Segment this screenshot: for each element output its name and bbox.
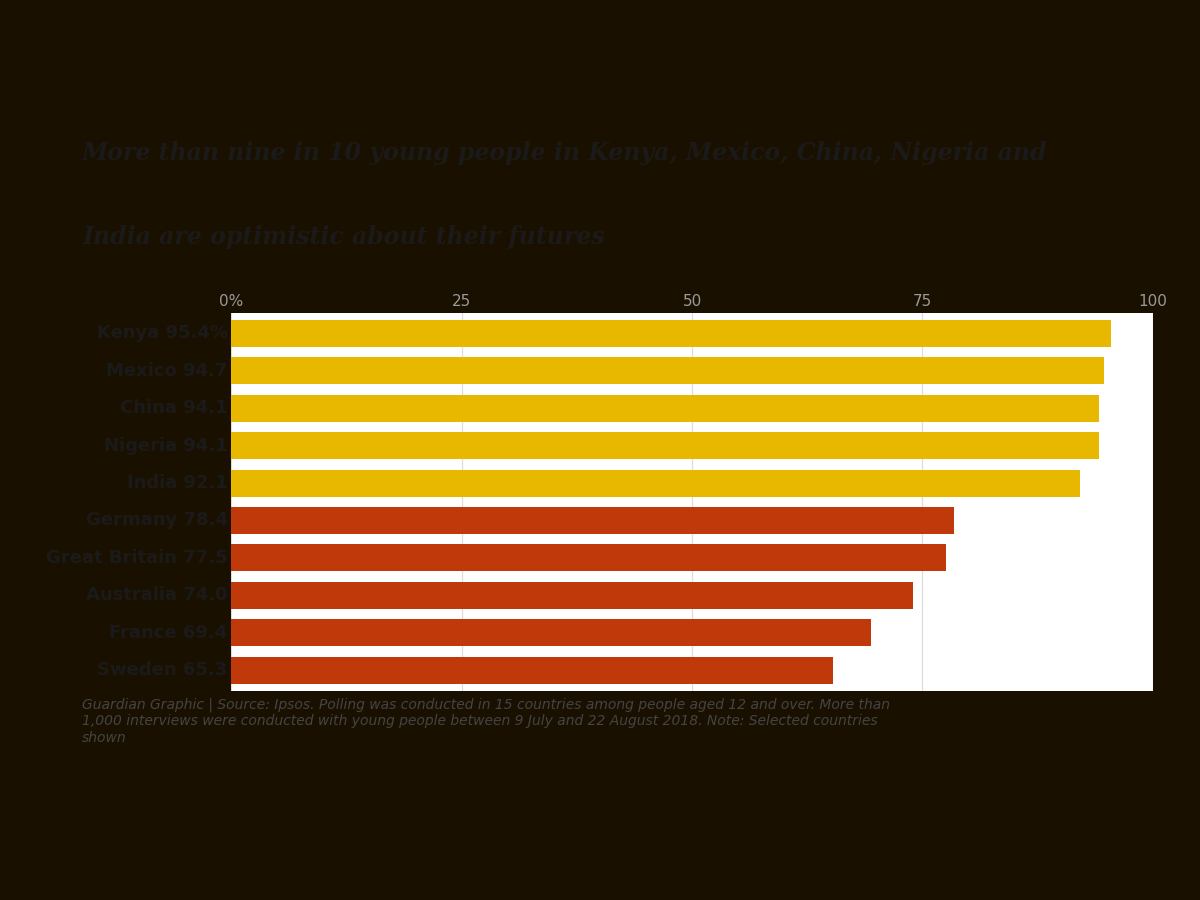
Text: India are optimistic about their futures: India are optimistic about their futures	[82, 225, 605, 249]
Bar	[232, 619, 871, 646]
Bar	[232, 507, 954, 534]
Bar	[232, 470, 1080, 497]
Text: Kenya 95.4%: Kenya 95.4%	[97, 324, 228, 342]
Bar	[232, 432, 1098, 459]
Bar	[232, 581, 913, 608]
Text: Germany 78.4: Germany 78.4	[85, 511, 228, 529]
Bar	[232, 657, 833, 684]
Text: Guardian Graphic | Source: Ipsos. Polling was conducted in 15 countries among pe: Guardian Graphic | Source: Ipsos. Pollin…	[82, 698, 890, 744]
Text: Sweden 65.3: Sweden 65.3	[97, 662, 228, 680]
Text: Great Britain 77.5: Great Britain 77.5	[46, 549, 228, 567]
Bar	[232, 320, 1110, 346]
Text: Australia 74.0: Australia 74.0	[86, 586, 228, 604]
Text: India 92.1: India 92.1	[127, 474, 228, 492]
Text: France 69.4: France 69.4	[109, 624, 228, 642]
Text: Nigeria 94.1: Nigeria 94.1	[104, 436, 228, 454]
Bar	[232, 395, 1098, 422]
Bar	[232, 544, 946, 572]
Bar	[232, 357, 1104, 384]
Text: Mexico 94.7: Mexico 94.7	[107, 362, 228, 380]
Text: More than nine in 10 young people in Kenya, Mexico, China, Nigeria and: More than nine in 10 young people in Ken…	[82, 141, 1048, 166]
Text: China 94.1: China 94.1	[120, 400, 228, 418]
